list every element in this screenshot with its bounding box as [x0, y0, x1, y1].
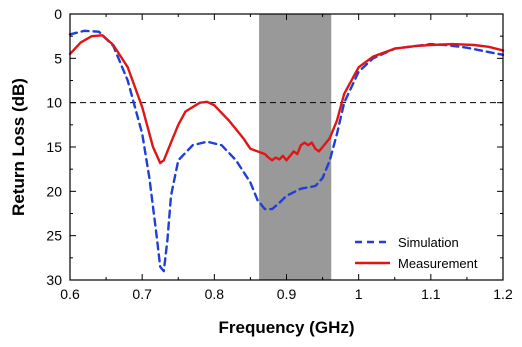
x-tick-label: 0.7	[132, 286, 152, 302]
y-tick-label: 0	[54, 6, 62, 22]
x-tick-label: 1	[355, 286, 363, 302]
y-tick-label: 15	[46, 139, 62, 155]
shaded-band	[259, 14, 332, 280]
y-axis-label: Return Loss (dB)	[9, 78, 28, 216]
legend-label-simulation: Simulation	[398, 235, 459, 250]
legend-label-measurement: Measurement	[398, 256, 478, 271]
series-layer	[68, 29, 505, 273]
x-tick-label: 0.6	[60, 286, 80, 302]
x-axis-label: Frequency (GHz)	[218, 318, 354, 337]
x-tick-label: 0.9	[277, 286, 297, 302]
y-tick-label: 5	[54, 50, 62, 66]
x-axis-ticks: 0.6 0.7 0.8 0.9 1 1.1 1.2	[60, 14, 513, 302]
series-line-measurement	[68, 34, 505, 165]
shaded-band-layer	[259, 14, 332, 280]
x-tick-label: 1.2	[493, 286, 513, 302]
y-axis-ticks: 0 5 10 15 20 25 30	[46, 6, 503, 288]
y-tick-label: 10	[46, 95, 62, 111]
legend: Simulation Measurement	[355, 235, 478, 271]
x-tick-label: 1.1	[421, 286, 441, 302]
y-tick-label: 30	[46, 272, 62, 288]
y-tick-label: 25	[46, 228, 62, 244]
y-tick-label: 20	[46, 183, 62, 199]
x-tick-label: 0.8	[205, 286, 225, 302]
